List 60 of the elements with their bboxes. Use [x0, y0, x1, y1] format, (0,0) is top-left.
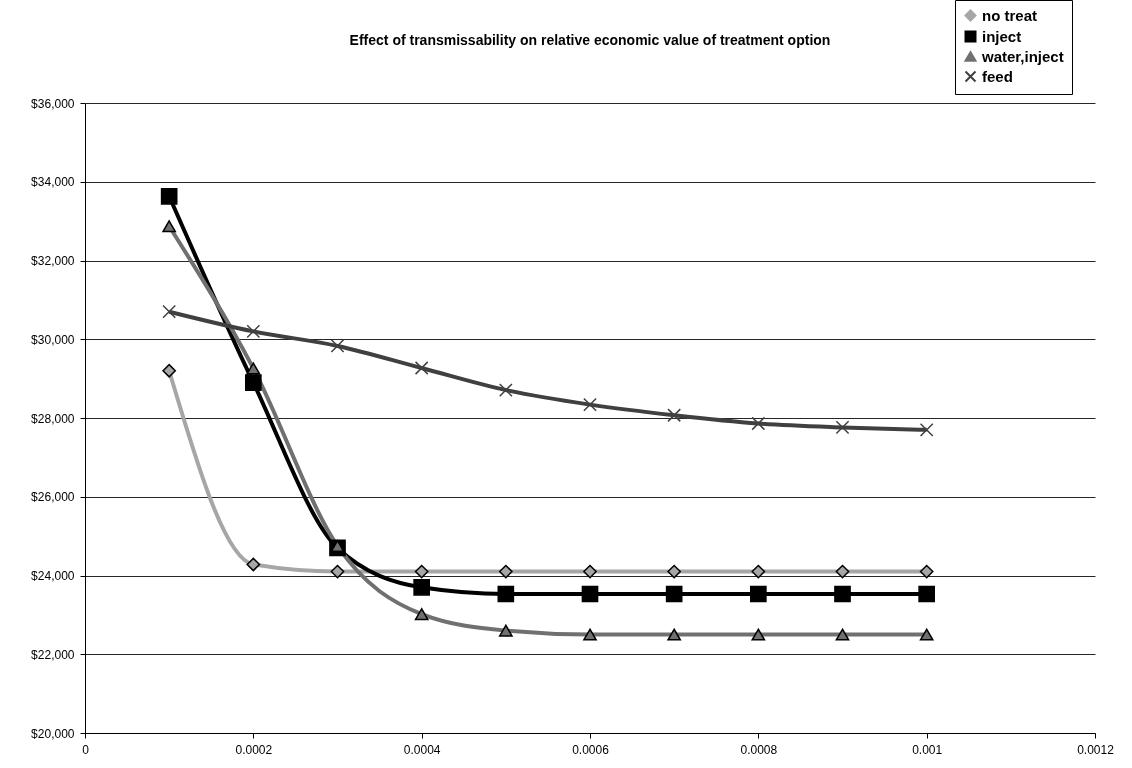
point	[919, 564, 934, 579]
point	[751, 628, 766, 641]
point	[835, 420, 850, 435]
point	[834, 585, 851, 603]
x-tick-label: 0.001	[912, 742, 943, 757]
y-tick-label: $32,000	[31, 254, 75, 268]
point	[919, 422, 934, 437]
y-tick-label: $24,000	[31, 569, 75, 583]
point	[246, 557, 261, 572]
y-tick-label: $34,000	[31, 175, 75, 190]
point	[498, 564, 513, 579]
point	[246, 362, 261, 375]
point	[835, 628, 850, 641]
point	[835, 564, 850, 579]
point	[162, 220, 177, 233]
point	[162, 363, 177, 378]
x-tick-label: 0.0002	[235, 742, 273, 757]
point	[667, 564, 682, 579]
x-tick-label: 0.0012	[1077, 742, 1115, 757]
x-tick-label: 0.0008	[740, 742, 778, 757]
legend-label: inject	[982, 27, 1022, 45]
point	[330, 564, 345, 579]
point	[162, 304, 177, 319]
x-tick-label: 0.0004	[403, 742, 441, 757]
point	[918, 585, 935, 603]
point	[750, 585, 767, 603]
point	[919, 628, 934, 641]
point	[414, 608, 429, 621]
point	[583, 564, 597, 579]
y-tick-label: $36,000	[31, 96, 75, 111]
point	[583, 397, 597, 412]
point	[667, 408, 682, 423]
y-tick-label: $22,000	[31, 647, 75, 662]
x-tick-label: 0.0006	[572, 742, 610, 757]
point	[246, 324, 261, 339]
x-tick-label: 0	[82, 742, 90, 757]
point	[330, 339, 345, 353]
point	[414, 564, 429, 579]
point	[160, 187, 178, 205]
legend-label: feed	[982, 67, 1013, 85]
point	[413, 578, 430, 596]
y-tick-label: $28,000	[31, 411, 75, 426]
point	[583, 628, 597, 641]
y-tick-label: $20,000	[31, 726, 75, 741]
point	[497, 585, 515, 603]
chart-title: Effect of transmissability on relative economic value of treatment option	[349, 31, 831, 48]
point	[751, 416, 766, 431]
point	[581, 585, 599, 603]
legend-label: water,inject	[981, 47, 1064, 65]
legend-label: no treat	[982, 6, 1038, 24]
point	[245, 374, 262, 391]
point	[498, 624, 513, 637]
point	[751, 564, 766, 579]
point	[498, 383, 513, 397]
point	[667, 628, 682, 641]
y-tick-label: $26,000	[31, 490, 75, 505]
point	[330, 539, 345, 553]
point	[414, 361, 429, 375]
y-tick-label: $30,000	[31, 332, 75, 347]
point	[665, 585, 683, 603]
